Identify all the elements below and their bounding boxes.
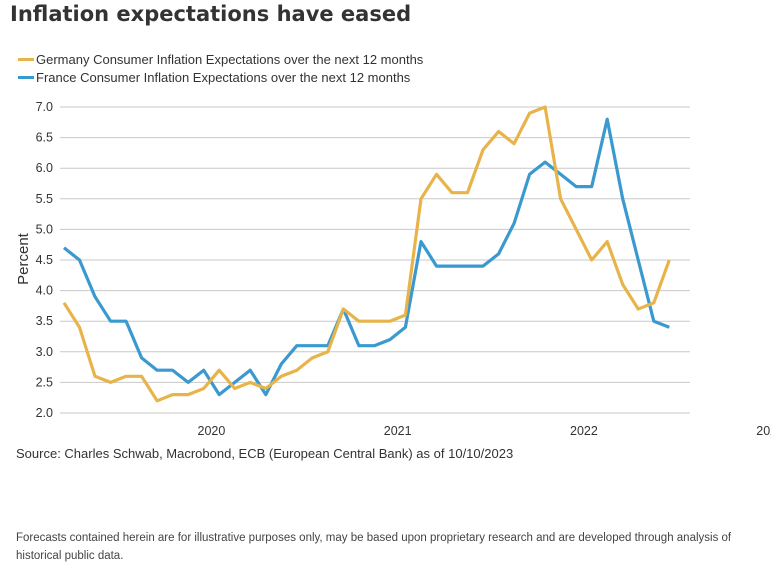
chart-title: Inflation expectations have eased <box>10 2 412 26</box>
line-chart: 2.02.53.03.54.04.55.05.56.06.57.0 2020 20… <box>15 100 771 438</box>
y-tick-label: 5.5 <box>36 192 53 206</box>
legend-label-france: France Consumer Inflation Expectations o… <box>36 69 411 85</box>
y-axis-title: Percent <box>15 232 32 285</box>
y-tick-label: 2.0 <box>36 406 53 420</box>
series-line-germany <box>62 105 671 403</box>
disclaimer-footnote: Forecasts contained herein are for illus… <box>16 532 732 562</box>
legend-swatch-germany <box>18 57 34 61</box>
x-tick-label: 2022 <box>570 424 598 438</box>
legend-item-france: France Consumer Inflation Expectations o… <box>18 68 423 86</box>
y-tick-label: 2.5 <box>36 375 53 389</box>
series-line-france <box>63 117 670 397</box>
legend: Germany Consumer Inflation Expectations … <box>18 50 423 86</box>
x-tick-label: 2020 <box>198 424 226 438</box>
x-tick-label: 2023 <box>756 424 771 438</box>
y-axis-ticks: 2.0 2.5 3.0 3.5 4.0 4.5 5.0 5.5 6.0 6.5 7.0 <box>36 100 53 420</box>
y-tick-label: 4.0 <box>36 284 53 298</box>
x-tick-label: 2021 <box>384 424 412 438</box>
legend-swatch-france <box>18 75 34 79</box>
y-tick-label: 5.0 <box>36 222 53 236</box>
legend-item-germany: Germany Consumer Inflation Expectations … <box>18 50 423 68</box>
legend-label-germany: Germany Consumer Inflation Expectations … <box>36 51 424 67</box>
y-tick-label: 3.0 <box>36 345 53 359</box>
series-lines <box>62 105 671 403</box>
source-note: Source: Charles Schwab, Macrobond, ECB (… <box>16 446 514 461</box>
y-tick-label: 6.5 <box>36 131 53 145</box>
y-tick-label: 7.0 <box>36 100 53 114</box>
x-axis-ticks: 2020 2021 2022 2023 <box>198 424 771 438</box>
y-tick-label: 4.5 <box>36 253 53 267</box>
y-tick-label: 6.0 <box>36 161 53 175</box>
y-tick-label: 3.5 <box>36 314 53 328</box>
gridlines <box>60 106 690 414</box>
